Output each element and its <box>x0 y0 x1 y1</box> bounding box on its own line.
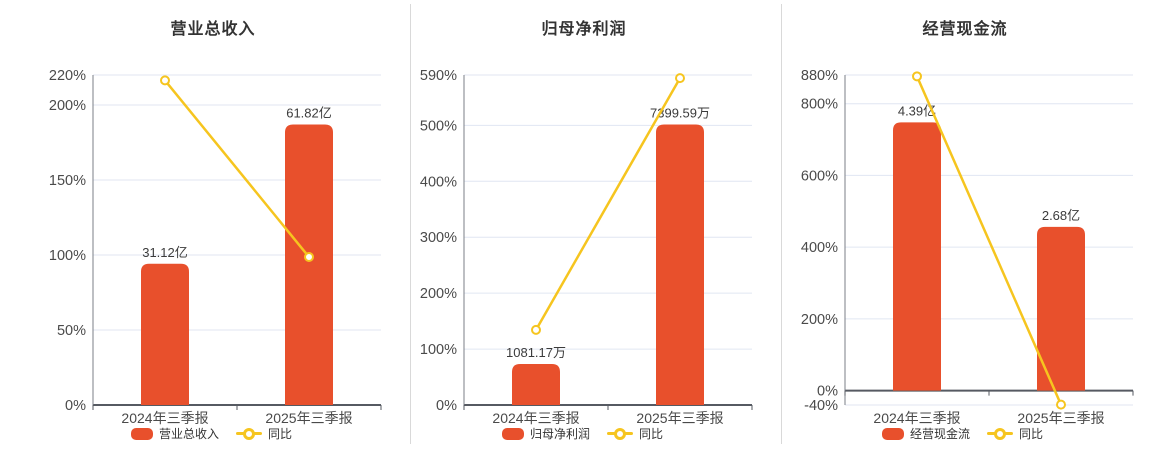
chart-title: 营业总收入 <box>170 21 256 38</box>
legend-line-label: 同比 <box>639 427 664 441</box>
chart-title: 经营现金流 <box>922 21 1008 38</box>
legend-item-bar[interactable]: 经营现金流 <box>882 425 970 442</box>
yoy-line <box>915 75 1063 406</box>
bar-swatch-icon <box>882 427 904 440</box>
y-tick-label: 100% <box>49 248 86 264</box>
bar-2025-q3[interactable] <box>1037 226 1085 391</box>
bar-value-label: 2.68亿 <box>1042 208 1080 223</box>
cash-flow-chart-panel: 经营现金流 -40% 0% 200% 400% 600% 800% 880% 4.39亿 2.6… <box>781 0 1160 450</box>
y-tick-label: 200% <box>801 312 838 328</box>
y-tick-label: 500% <box>420 118 457 134</box>
legend-line-label: 同比 <box>1019 427 1044 441</box>
legend-line-label: 同比 <box>268 427 293 441</box>
yoy-point-2024-q3[interactable] <box>160 75 170 86</box>
y-tick-label: 100% <box>420 342 457 358</box>
legend-item-bar[interactable]: 营业总收入 <box>131 425 219 442</box>
line-marker-icon <box>607 427 634 440</box>
y-tick-label: 880% <box>801 68 838 84</box>
x-tick-label: 2025年三季报 <box>636 410 723 426</box>
legend-item-bar[interactable]: 归母净利润 <box>502 425 590 442</box>
yoy-line <box>163 79 311 259</box>
net-profit-chart-panel: 归母净利润 0% 100% 200% 300% 400% 500% 590% 1081.17万… <box>410 0 781 450</box>
bar-value-label: 1081.17万 <box>506 345 566 360</box>
x-tick-label: 2025年三季报 <box>1017 410 1104 426</box>
bar-2024-q3[interactable] <box>893 122 941 391</box>
yoy-point-2025-q3[interactable] <box>1056 399 1066 410</box>
x-tick-label: 2024年三季报 <box>492 410 579 426</box>
y-tick-label: 590% <box>420 68 457 84</box>
bar-value-label: 61.82亿 <box>286 106 332 121</box>
legend-bar-label: 营业总收入 <box>159 427 220 441</box>
yoy-line <box>534 76 682 332</box>
y-tick-label: 220% <box>49 68 86 84</box>
legend-item-line[interactable]: 同比 <box>607 425 663 442</box>
legend: 归母净利润 同比 <box>502 426 663 441</box>
y-tick-label: -40% <box>804 398 838 414</box>
legend-bar-label: 经营现金流 <box>910 427 971 441</box>
bar-2024-q3[interactable] <box>141 263 189 405</box>
y-tick-label: 200% <box>420 286 457 302</box>
y-tick-label: 150% <box>49 173 86 189</box>
revenue-chart-panel: 营业总收入 0% 50% 100% 150% 200% 220% 31.12亿 61.82亿 2… <box>0 0 410 450</box>
net-profit-chart-canvas: 0% 100% 200% 300% 400% 500% 590% 1081.17万 7399.5… <box>420 68 753 426</box>
yoy-point-2025-q3[interactable] <box>304 252 314 263</box>
y-tick-label: 0% <box>817 384 838 400</box>
legend-bar-label: 归母净利润 <box>530 427 591 441</box>
yoy-point-2025-q3[interactable] <box>675 73 685 84</box>
x-tick-label: 2024年三季报 <box>121 410 208 426</box>
y-tick-label: 0% <box>436 398 457 414</box>
y-tick-label: 0% <box>65 398 86 414</box>
yoy-point-2024-q3[interactable] <box>531 324 541 335</box>
bar-value-label: 4.39亿 <box>898 103 936 118</box>
chart-title: 归母净利润 <box>541 21 627 38</box>
legend: 经营现金流 同比 <box>882 426 1043 441</box>
x-tick-label: 2024年三季报 <box>873 410 960 426</box>
y-tick-label: 300% <box>420 230 457 246</box>
bar-2025-q3[interactable] <box>656 124 704 406</box>
bar-swatch-icon <box>131 427 153 440</box>
bar-2025-q3[interactable] <box>285 124 333 406</box>
legend: 营业总收入 同比 <box>131 426 292 441</box>
bar-value-label: 7399.59万 <box>650 106 710 121</box>
legend-item-line[interactable]: 同比 <box>236 425 292 442</box>
panel-divider <box>410 4 411 444</box>
bar-value-label: 31.12亿 <box>142 245 188 260</box>
bar-2024-q3[interactable] <box>512 364 560 405</box>
bar-swatch-icon <box>502 427 524 440</box>
line-marker-icon <box>987 427 1014 440</box>
y-tick-label: 400% <box>801 240 838 256</box>
y-tick-label: 50% <box>57 323 86 339</box>
revenue-chart-canvas: 0% 50% 100% 150% 200% 220% 31.12亿 61.82亿 2024年三季… <box>49 68 382 426</box>
y-tick-label: 600% <box>801 168 838 184</box>
yoy-point-2024-q3[interactable] <box>912 71 922 82</box>
panel-divider <box>781 4 782 444</box>
line-marker-icon <box>236 427 263 440</box>
y-tick-label: 400% <box>420 174 457 190</box>
cash-flow-chart-canvas: -40%0% 200% 400% 600% 800% 880% 4.39亿 2.68亿 2024… <box>801 68 1134 426</box>
y-tick-label: 800% <box>801 97 838 113</box>
legend-item-line[interactable]: 同比 <box>987 425 1043 442</box>
x-tick-label: 2025年三季报 <box>265 410 352 426</box>
y-tick-label: 200% <box>49 98 86 114</box>
